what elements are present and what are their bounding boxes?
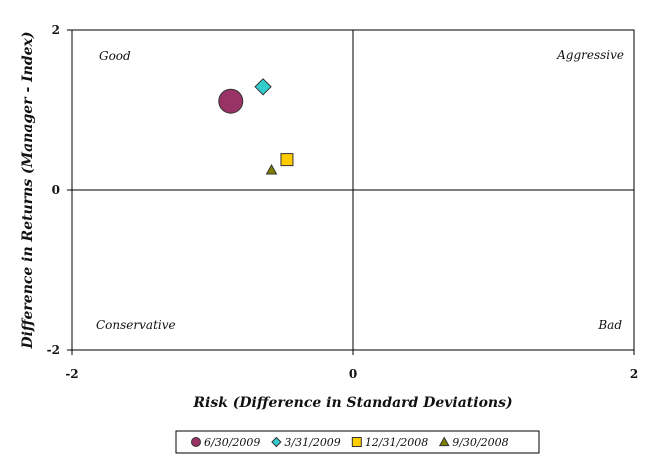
x-tick-label: 0 — [349, 367, 357, 381]
legend-label: 9/30/2008 — [452, 436, 508, 449]
quadrant-label-good: Good — [99, 49, 131, 63]
y-tick-label: 2 — [52, 23, 60, 37]
legend-marker — [351, 437, 362, 447]
axes — [72, 30, 634, 350]
data-point — [280, 153, 294, 167]
quadrant-label-aggressive: Aggressive — [556, 48, 624, 62]
legend-label: 12/31/2008 — [365, 436, 428, 449]
data-points — [218, 78, 294, 175]
x-tick-label: 2 — [630, 367, 638, 381]
legend-marker — [438, 436, 450, 447]
x-axis-title: Risk (Difference in Standard Deviations) — [192, 395, 512, 411]
tick-labels: -2 0 2 2 0 -2 — [47, 23, 639, 381]
data-point — [254, 78, 272, 96]
data-point — [265, 163, 278, 175]
data-point — [218, 88, 244, 114]
legend-label: 3/31/2009 — [284, 436, 340, 449]
legend-label: 6/30/2009 — [204, 436, 260, 449]
quadrant-label-bad: Bad — [597, 318, 622, 332]
quadrant-label-conservative: Conservative — [96, 318, 176, 332]
y-axis-title: Difference in Returns (Manager - Index) — [20, 31, 36, 349]
legend: 6/30/2009 3/31/2009 12/31/2008 9/30/2008 — [175, 430, 540, 454]
y-tick-label: 0 — [52, 183, 60, 197]
y-tick-label: -2 — [47, 343, 60, 357]
legend-marker — [191, 437, 201, 447]
legend-marker — [271, 436, 282, 448]
x-tick-label: -2 — [65, 367, 78, 381]
quadrant-labels: Good Aggressive Conservative Bad — [96, 48, 624, 332]
